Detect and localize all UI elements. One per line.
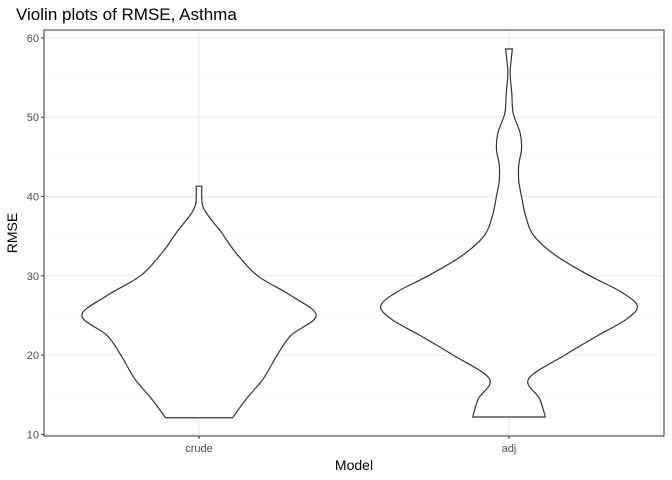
y-tick-label: 20 <box>27 350 39 362</box>
x-axis-title: Model <box>335 457 373 473</box>
y-axis-title: RMSE <box>4 213 20 253</box>
panel-border <box>43 29 665 437</box>
violin-crude <box>81 185 317 419</box>
chart-title: Violin plots of RMSE, Asthma <box>16 5 237 24</box>
x-tick-label: adj <box>502 443 517 455</box>
y-tick-label: 40 <box>27 192 39 204</box>
axis-layer: 10 20 30 40 50 60 crude adj <box>27 33 517 455</box>
y-tick-label: 10 <box>27 429 39 441</box>
violin-layer <box>81 48 638 419</box>
x-tick-label: crude <box>185 443 213 455</box>
violin-adj <box>380 48 638 418</box>
y-tick-label: 50 <box>27 112 39 124</box>
y-tick-label: 30 <box>27 271 39 283</box>
y-tick-label: 60 <box>27 33 39 45</box>
